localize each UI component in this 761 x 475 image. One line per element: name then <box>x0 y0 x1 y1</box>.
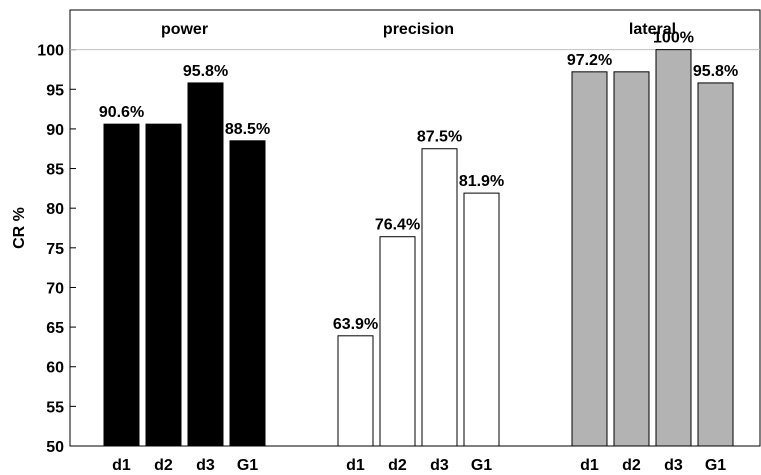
group-title-power: power <box>161 21 208 38</box>
category-label: d1 <box>112 457 131 474</box>
data-label: 63.9% <box>333 316 378 333</box>
category-label: G1 <box>705 457 726 474</box>
bar-power-d1 <box>103 123 140 447</box>
bar-lateral-d3 <box>655 49 692 447</box>
category-label: d1 <box>580 457 599 474</box>
category-label: d2 <box>388 457 407 474</box>
bar-precision-d3 <box>421 148 458 447</box>
data-label: 97.2% <box>567 52 612 69</box>
y-tick-label: 65 <box>46 320 64 337</box>
category-label: d2 <box>154 457 173 474</box>
category-label: d2 <box>622 457 641 474</box>
y-tick-label: 50 <box>46 439 64 456</box>
data-label: 95.8% <box>183 63 228 80</box>
y-tick-label: 85 <box>46 162 64 179</box>
category-label: G1 <box>237 457 258 474</box>
data-label: 100% <box>653 30 694 47</box>
data-label: 90.6% <box>99 104 144 121</box>
y-tick-label: 80 <box>46 201 64 218</box>
y-tick-label: 70 <box>46 280 64 297</box>
y-tick-label: 90 <box>46 122 64 139</box>
bar-precision-G1 <box>463 192 500 447</box>
y-tick-label: 75 <box>46 241 64 258</box>
group-title-lateral: lateral <box>629 21 676 38</box>
bar-lateral-d1 <box>571 71 608 447</box>
category-label: d1 <box>346 457 365 474</box>
bar-precision-d2 <box>379 236 416 447</box>
data-label: 87.5% <box>417 129 462 146</box>
data-label: 88.5% <box>225 121 270 138</box>
bar-precision-d1 <box>337 335 374 447</box>
data-label: 95.8% <box>693 63 738 80</box>
y-tick-label: 60 <box>46 360 64 377</box>
y-tick-label: 55 <box>46 399 64 416</box>
category-label: d3 <box>196 457 215 474</box>
data-label: 81.9% <box>459 173 504 190</box>
group-title-precision: precision <box>383 21 454 38</box>
y-tick-label: 100 <box>37 43 64 60</box>
data-label: 76.4% <box>375 217 420 234</box>
category-label: d3 <box>664 457 683 474</box>
y-axis-title: CR % <box>11 207 28 249</box>
bar-lateral-G1 <box>697 82 734 447</box>
category-label: G1 <box>471 457 492 474</box>
y-tick-label: 95 <box>46 82 64 99</box>
bar-power-d2 <box>145 123 182 447</box>
category-label: d3 <box>430 457 449 474</box>
bar-lateral-d2 <box>613 71 650 447</box>
bar-power-G1 <box>229 140 266 447</box>
bar-power-d3 <box>187 82 224 447</box>
